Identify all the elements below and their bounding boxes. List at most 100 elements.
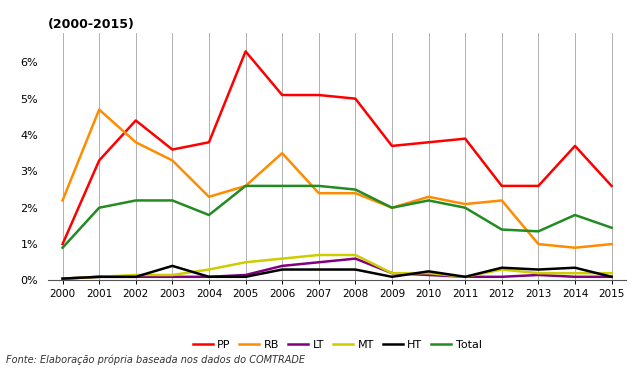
PP	[205, 140, 213, 145]
Total	[461, 206, 469, 210]
RB	[205, 194, 213, 199]
Total	[205, 213, 213, 217]
LT	[425, 273, 433, 277]
HT	[132, 275, 139, 279]
MT	[608, 271, 615, 275]
LT	[461, 275, 469, 279]
MT	[535, 271, 543, 275]
Total	[608, 225, 615, 230]
RB	[388, 206, 396, 210]
HT	[205, 275, 213, 279]
PP	[132, 118, 139, 123]
Total	[169, 198, 176, 203]
MT	[425, 271, 433, 275]
PP	[608, 184, 615, 188]
PP	[425, 140, 433, 145]
Total	[242, 184, 249, 188]
Legend: PP, RB, LT, MT, HT, Total: PP, RB, LT, MT, HT, Total	[188, 335, 486, 354]
Line: LT: LT	[63, 259, 612, 279]
PP	[571, 144, 579, 148]
HT	[59, 276, 66, 281]
HT	[461, 275, 469, 279]
HT	[608, 275, 615, 279]
RB	[571, 245, 579, 250]
Total	[425, 198, 433, 203]
Total	[95, 206, 103, 210]
PP	[351, 96, 359, 101]
LT	[95, 275, 103, 279]
MT	[279, 256, 286, 261]
HT	[425, 269, 433, 273]
RB	[59, 198, 66, 203]
RB	[132, 140, 139, 145]
PP	[95, 158, 103, 163]
PP	[279, 93, 286, 97]
Total	[279, 184, 286, 188]
LT	[279, 264, 286, 268]
LT	[169, 275, 176, 279]
HT	[169, 264, 176, 268]
LT	[388, 271, 396, 275]
MT	[571, 271, 579, 275]
Total	[388, 206, 396, 210]
MT	[169, 273, 176, 277]
Line: HT: HT	[63, 266, 612, 279]
PP	[498, 184, 505, 188]
Line: RB: RB	[63, 110, 612, 248]
PP	[535, 184, 543, 188]
PP	[388, 144, 396, 148]
Total	[498, 227, 505, 232]
MT	[132, 273, 139, 277]
LT	[205, 275, 213, 279]
Total	[351, 187, 359, 192]
HT	[388, 275, 396, 279]
Line: Total: Total	[63, 186, 612, 248]
LT	[498, 275, 505, 279]
RB	[608, 242, 615, 246]
MT	[205, 267, 213, 272]
RB	[535, 242, 543, 246]
RB	[425, 194, 433, 199]
PP	[461, 137, 469, 141]
Line: MT: MT	[63, 255, 612, 279]
PP	[169, 147, 176, 152]
RB	[242, 184, 249, 188]
Total	[59, 245, 66, 250]
RB	[95, 107, 103, 112]
LT	[132, 275, 139, 279]
HT	[242, 275, 249, 279]
HT	[315, 267, 323, 272]
Total	[315, 184, 323, 188]
LT	[351, 256, 359, 261]
LT	[59, 276, 66, 281]
Text: (2000-2015): (2000-2015)	[48, 18, 135, 31]
HT	[571, 266, 579, 270]
RB	[461, 202, 469, 206]
MT	[315, 253, 323, 257]
MT	[242, 260, 249, 265]
MT	[461, 275, 469, 279]
HT	[535, 267, 543, 272]
RB	[279, 151, 286, 155]
Total	[535, 229, 543, 234]
PP	[59, 242, 66, 246]
RB	[351, 191, 359, 196]
MT	[498, 267, 505, 272]
Total	[132, 198, 139, 203]
LT	[608, 275, 615, 279]
PP	[242, 49, 249, 54]
RB	[169, 158, 176, 163]
Total	[571, 213, 579, 217]
HT	[95, 275, 103, 279]
HT	[279, 267, 286, 272]
MT	[351, 253, 359, 257]
LT	[571, 275, 579, 279]
RB	[498, 198, 505, 203]
Text: Fonte: Elaboração própria baseada nos dados do COMTRADE: Fonte: Elaboração própria baseada nos da…	[6, 355, 305, 365]
MT	[59, 276, 66, 281]
MT	[388, 271, 396, 275]
LT	[315, 260, 323, 265]
HT	[351, 267, 359, 272]
Line: PP: PP	[63, 51, 612, 244]
HT	[498, 266, 505, 270]
